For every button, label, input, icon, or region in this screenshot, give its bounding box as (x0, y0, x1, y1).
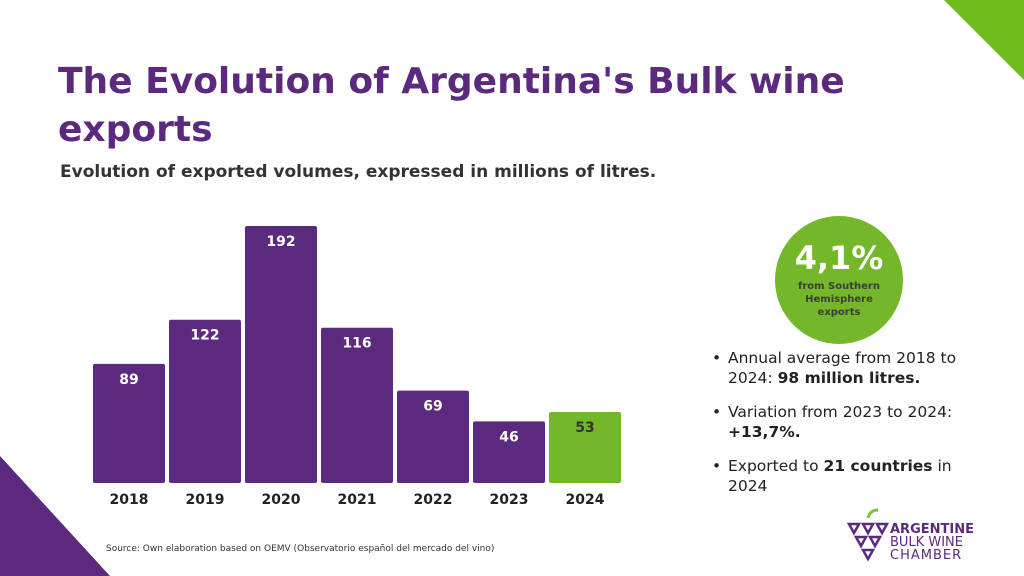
bar-chart: 89 2018 122 2019 192 2020 116 2021 69 2022 46 2023 5… (93, 226, 621, 508)
data-label: 192 (266, 234, 295, 250)
data-label: 116 (342, 336, 371, 352)
fact-item: Variation from 2023 to 2024: +13,7%. (712, 402, 992, 442)
corner-decoration (0, 456, 110, 576)
logo: ARGENTINE BULK WINE CHAMBER (846, 508, 1016, 564)
x-tick-label: 2024 (566, 492, 605, 508)
highlight-value: 4,1% (794, 239, 884, 277)
x-tick-label: 2021 (338, 492, 377, 508)
data-label: 46 (499, 429, 518, 445)
corner-decoration (944, 0, 1024, 80)
data-label: 69 (423, 399, 442, 415)
facts-list: Annual average from 2018 to 2024: 98 mil… (712, 348, 992, 510)
x-tick-label: 2022 (414, 492, 453, 508)
bar-2024 (549, 412, 621, 483)
source-note: Source: Own elaboration based on OEMV (O… (106, 544, 495, 554)
logo-text: BULK WINE (890, 535, 963, 550)
data-label: 122 (190, 328, 219, 344)
logo-text: ARGENTINE (890, 522, 974, 537)
bar-2023 (473, 421, 545, 483)
fact-item: Exported to 21 countries in 2024 (712, 456, 992, 496)
logo-text: CHAMBER (890, 548, 963, 563)
x-tick-label: 2018 (110, 492, 149, 508)
highlight-circle: 4,1% from Southern Hemisphere exports (775, 216, 903, 344)
chart-subtitle: Evolution of exported volumes, expressed… (60, 162, 657, 182)
fact-item: Annual average from 2018 to 2024: 98 mil… (712, 348, 992, 388)
bar-2020 (245, 226, 317, 483)
grape-logo-icon (846, 508, 890, 562)
x-tick-label: 2020 (262, 492, 301, 508)
data-label: 53 (575, 420, 594, 436)
bar-2022 (397, 390, 469, 483)
x-tick-label: 2019 (186, 492, 225, 508)
page-title: The Evolution of Argentina's Bulk wine e… (58, 61, 845, 150)
data-label: 89 (119, 372, 138, 388)
x-tick-label: 2023 (490, 492, 529, 508)
highlight-caption: from Southern Hemisphere exports (798, 281, 880, 318)
bar-2021 (321, 327, 393, 483)
bar-2019 (169, 319, 241, 483)
bar-2018 (93, 363, 165, 483)
